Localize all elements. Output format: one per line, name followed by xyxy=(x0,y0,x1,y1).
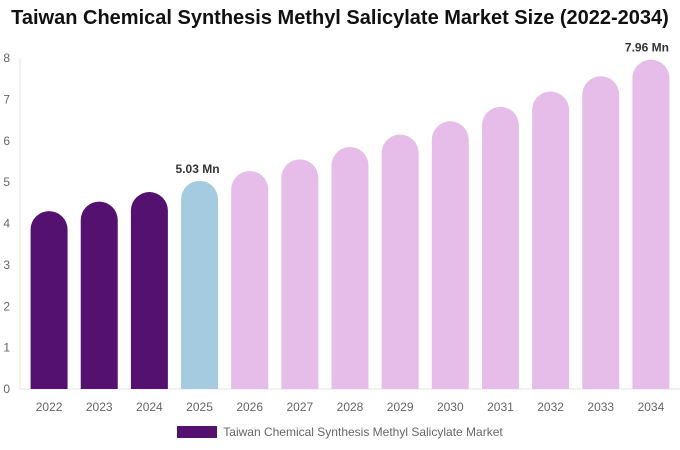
bar-2034 xyxy=(632,59,670,389)
bar-2031 xyxy=(481,106,519,389)
y-tick-label: 0 xyxy=(3,382,10,396)
y-tick-label: 6 xyxy=(3,134,10,148)
legend: Taiwan Chemical Synthesis Methyl Salicyl… xyxy=(0,425,680,439)
y-tick-label: 7 xyxy=(3,92,10,106)
y-tick-label: 1 xyxy=(3,341,10,355)
x-tick-label: 2032 xyxy=(537,400,564,414)
chart-title: Taiwan Chemical Synthesis Methyl Salicyl… xyxy=(11,7,669,29)
bar-2028 xyxy=(331,146,369,389)
bar-2032 xyxy=(532,91,570,390)
data-label-2034: 7.96 Mn xyxy=(625,41,669,55)
x-tick-label: 2027 xyxy=(286,400,313,414)
x-tick-label: 2030 xyxy=(437,400,464,414)
legend-swatch xyxy=(177,426,218,438)
x-tick-label: 2025 xyxy=(186,400,213,414)
x-tick-label: 2028 xyxy=(337,400,364,414)
x-tick-label: 2024 xyxy=(136,400,163,414)
x-tick-label: 2031 xyxy=(487,400,514,414)
bar-2026 xyxy=(231,170,269,389)
bar-2033 xyxy=(582,76,620,389)
bar-2030 xyxy=(431,121,469,389)
x-tick-label: 2029 xyxy=(387,400,414,414)
bar-2022 xyxy=(30,211,68,389)
y-tick-label: 4 xyxy=(3,217,10,231)
x-tick-label: 2026 xyxy=(236,400,263,414)
bar-2025 xyxy=(181,180,219,389)
y-tick-label: 8 xyxy=(3,51,10,65)
x-tick-label: 2022 xyxy=(36,400,63,414)
y-tick-label: 2 xyxy=(3,299,10,313)
data-label-2025: 5.03 Mn xyxy=(176,162,220,176)
bar-2024 xyxy=(130,192,168,389)
bar-2029 xyxy=(381,134,419,389)
x-tick-label: 2023 xyxy=(86,400,113,414)
legend-label: Taiwan Chemical Synthesis Methyl Salicyl… xyxy=(223,425,503,439)
x-tick-label: 2033 xyxy=(587,400,614,414)
y-tick-label: 3 xyxy=(3,258,10,272)
x-tick-label: 2034 xyxy=(638,400,665,414)
bar-2023 xyxy=(80,201,118,389)
bar-2027 xyxy=(281,159,319,389)
y-tick-label: 5 xyxy=(3,175,10,189)
